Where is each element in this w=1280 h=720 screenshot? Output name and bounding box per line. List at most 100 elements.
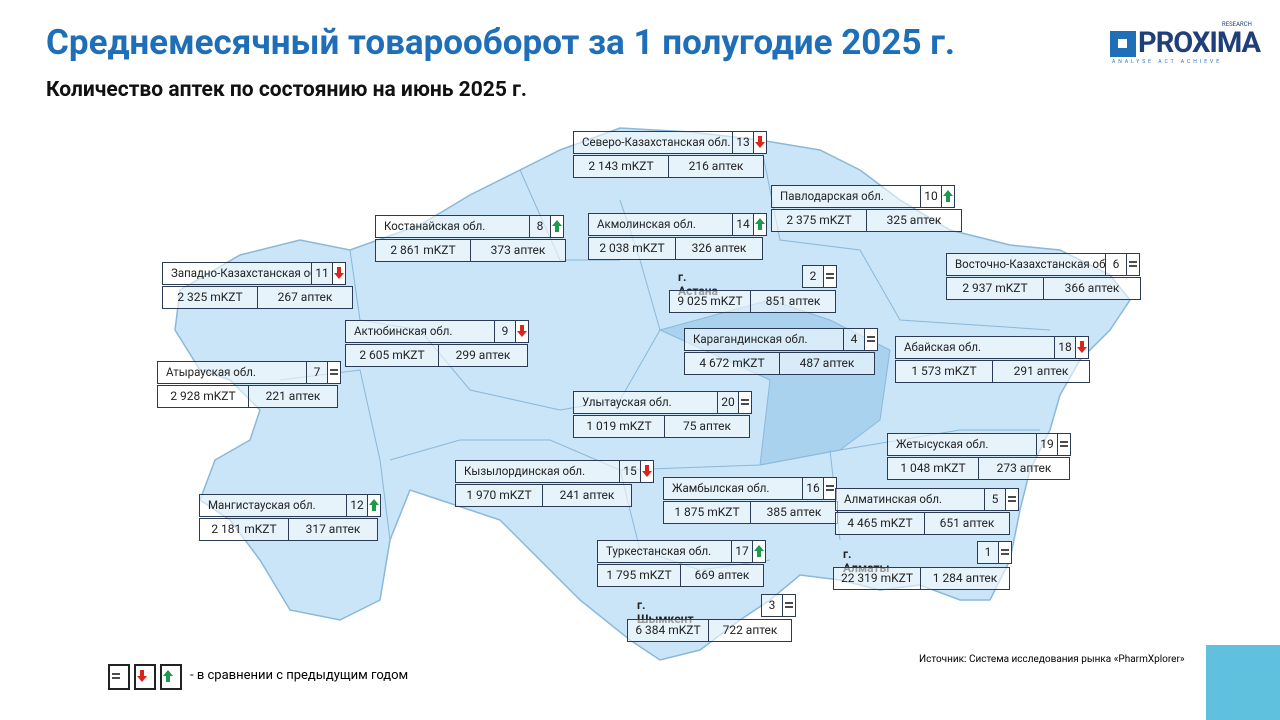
trend-icon: [753, 131, 767, 154]
trend-icon: [108, 664, 130, 690]
pharmacies: 366 аптек: [1043, 277, 1141, 300]
legend-text: - в сравнении с предыдущим годом: [190, 668, 409, 683]
trend-icon: [367, 494, 381, 517]
region-name: Туркестанская обл.: [597, 540, 732, 563]
turnover: 1 875 mKZT: [663, 501, 751, 524]
pharmacies: 216 аптек: [668, 155, 764, 178]
pharmacies: 669 аптек: [680, 564, 764, 587]
region-name: Кызылординская обл.: [455, 460, 620, 483]
pharmacies: 241 аптек: [542, 484, 632, 507]
pharmacies: 851 аптек: [750, 290, 836, 313]
region-name: Северо-Казахстанская обл.: [573, 131, 733, 154]
pharmacies: 75 аптек: [664, 415, 750, 438]
trend-icon: [550, 215, 564, 238]
rank: 14: [732, 213, 754, 236]
turnover: 2 937 mKZT: [946, 277, 1044, 300]
source: Источник: Система исследования рынка «Ph…: [919, 654, 1185, 665]
title: Среднемесячный товарооборот за 1 полугод…: [46, 22, 956, 63]
pharmacies: 325 аптек: [866, 209, 962, 232]
pharmacies: 299 аптек: [438, 344, 528, 367]
rank: 5: [984, 488, 1006, 511]
trend-icon: [738, 391, 752, 414]
rank: 8: [529, 215, 551, 238]
region-name: Мангистауская обл.: [199, 494, 347, 517]
turnover: 1 019 mKZT: [573, 415, 665, 438]
logo-mark: [1110, 31, 1136, 57]
turnover: 1 048 mKZT: [887, 457, 979, 480]
trend-icon: [134, 664, 156, 690]
rank: 11: [311, 262, 333, 285]
rank: 6: [1105, 253, 1127, 276]
region-name: Алматинская обл.: [835, 488, 985, 511]
turnover: 4 672 mKZT: [684, 352, 780, 375]
rank: 3: [761, 594, 783, 617]
region-name: Жетысуская обл.: [887, 433, 1037, 456]
rank: 10: [920, 185, 942, 208]
pharmacies: 291 аптек: [992, 360, 1090, 383]
turnover: 4 465 mKZT: [835, 512, 925, 535]
trend-icon: [864, 328, 878, 351]
trend-icon: [1057, 433, 1071, 456]
trend-icon: [1005, 488, 1019, 511]
rank: 13: [732, 131, 754, 154]
pharmacies: 326 аптек: [675, 237, 763, 260]
region-name: Акмолинская обл.: [588, 213, 733, 236]
region-name: Восточно-Казахстанская обл.: [946, 253, 1106, 276]
turnover: 2 325 mKZT: [162, 286, 258, 309]
turnover: 6 384 mKZT: [627, 619, 709, 642]
rank: 2: [802, 265, 824, 288]
logo-tagline: ANALYSE ACT ACHIEVE: [1112, 59, 1223, 65]
turnover: 2 605 mKZT: [345, 344, 439, 367]
rank: 15: [619, 460, 641, 483]
turnover: 9 025 mKZT: [669, 290, 751, 313]
pharmacies: 273 аптек: [978, 457, 1070, 480]
trend-icon: [998, 541, 1012, 564]
region-name: Актюбинская обл.: [345, 320, 495, 343]
pharmacies: 373 аптек: [470, 239, 566, 262]
turnover: 2 375 mKZT: [771, 209, 867, 232]
turnover: 1 573 mKZT: [895, 360, 993, 383]
rank: 17: [731, 540, 753, 563]
rank: 7: [306, 361, 328, 384]
subtitle: Количество аптек по состоянию на июнь 20…: [46, 78, 527, 102]
region-name: Атырауская обл.: [157, 361, 307, 384]
region-name: Павлодарская обл.: [771, 185, 921, 208]
turnover: 2 181 mKZT: [199, 518, 289, 541]
rank: 12: [346, 494, 368, 517]
region-name: Абайская обл.: [895, 336, 1055, 359]
turnover: 1 795 mKZT: [597, 564, 681, 587]
rank: 20: [717, 391, 739, 414]
trend-icon: [160, 664, 182, 690]
turnover: 22 319 mKZT: [833, 567, 921, 590]
region-name: Карагандинская обл.: [684, 328, 844, 351]
trend-icon: [327, 361, 341, 384]
logo-top: RESEARCH: [1222, 21, 1252, 28]
trend-icon: [823, 265, 837, 288]
trend-icon: [753, 213, 767, 236]
pharmacies: 487 аптек: [779, 352, 875, 375]
trend-icon: [332, 262, 346, 285]
rank: 9: [494, 320, 516, 343]
rank: 19: [1036, 433, 1058, 456]
pharmacies: 722 аптек: [708, 619, 792, 642]
trend-icon: [640, 460, 654, 483]
trend-icon: [782, 594, 796, 617]
trend-icon: [1126, 253, 1140, 276]
region-name: Костанайская обл.: [375, 215, 530, 238]
turnover: 2 038 mKZT: [588, 237, 676, 260]
pharmacies: 1 284 аптек: [920, 567, 1010, 590]
turnover: 2 928 mKZT: [157, 385, 249, 408]
rank: 4: [843, 328, 865, 351]
pharmacies: 317 аптек: [288, 518, 378, 541]
pharmacies: 651 аптек: [924, 512, 1010, 535]
corner-block: [1206, 645, 1280, 720]
trend-icon: [941, 185, 955, 208]
trend-icon: [752, 540, 766, 563]
pharmacies: 221 аптек: [248, 385, 338, 408]
turnover: 2 861 mKZT: [375, 239, 471, 262]
region-name: Улытауская обл.: [573, 391, 718, 414]
pharmacies: 267 аптек: [257, 286, 353, 309]
logo-name: PROXIMA: [1138, 26, 1261, 60]
rank: 18: [1054, 336, 1076, 359]
